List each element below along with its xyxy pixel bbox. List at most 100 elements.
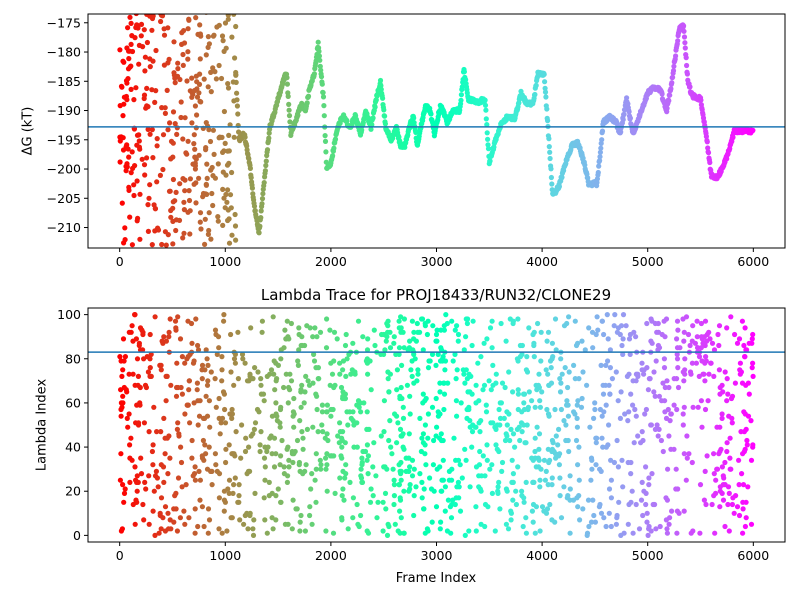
data-point xyxy=(170,140,176,146)
data-point xyxy=(226,132,232,138)
data-point xyxy=(156,530,162,536)
data-point xyxy=(437,411,443,417)
data-point xyxy=(510,320,516,327)
data-point xyxy=(424,331,430,338)
data-point xyxy=(397,426,404,432)
data-point xyxy=(705,150,712,156)
data-point xyxy=(670,74,676,80)
data-point xyxy=(305,93,312,99)
data-point xyxy=(351,422,357,428)
data-point xyxy=(288,320,294,327)
data-point xyxy=(481,340,487,346)
data-point xyxy=(225,187,231,193)
data-point xyxy=(477,429,483,435)
lambda-ylabel: Lambda Index xyxy=(35,379,50,472)
data-point xyxy=(211,151,217,157)
data-point xyxy=(206,517,213,523)
data-point xyxy=(591,415,597,421)
data-point xyxy=(323,455,329,461)
data-point xyxy=(405,347,411,353)
data-point xyxy=(659,398,665,404)
data-point xyxy=(737,367,743,373)
data-point xyxy=(257,442,263,448)
data-point xyxy=(350,340,356,346)
data-point xyxy=(544,506,551,512)
data-point xyxy=(485,136,491,142)
data-point xyxy=(340,367,346,373)
data-point xyxy=(250,526,256,532)
data-point xyxy=(645,387,652,393)
data-point xyxy=(430,462,436,468)
data-point xyxy=(186,197,193,204)
data-point xyxy=(577,517,583,523)
data-point xyxy=(705,145,711,151)
data-point xyxy=(626,109,632,115)
data-point xyxy=(586,325,592,331)
data-point xyxy=(274,418,280,424)
data-point xyxy=(208,89,214,95)
y-tick-label: −200 xyxy=(47,162,81,177)
data-point xyxy=(248,433,254,439)
y-tick-label: 40 xyxy=(65,440,81,455)
data-point xyxy=(738,429,744,435)
data-point xyxy=(739,380,746,386)
data-point xyxy=(224,528,230,534)
data-point xyxy=(233,79,239,85)
lambda-points xyxy=(117,312,756,539)
data-point xyxy=(615,464,622,470)
data-point xyxy=(674,508,681,514)
data-point xyxy=(744,442,750,448)
data-point xyxy=(187,88,193,94)
data-point xyxy=(428,486,435,492)
data-point xyxy=(307,325,313,331)
data-point xyxy=(331,358,337,364)
data-point xyxy=(212,327,219,333)
data-point xyxy=(163,398,169,404)
data-point xyxy=(134,22,140,28)
data-point xyxy=(701,340,707,346)
data-point xyxy=(199,367,205,373)
data-point xyxy=(716,342,722,349)
data-point xyxy=(329,453,335,459)
data-point xyxy=(547,149,553,155)
data-point xyxy=(473,504,479,510)
data-point xyxy=(233,72,239,78)
data-point xyxy=(620,117,626,123)
data-point xyxy=(212,376,218,382)
data-point xyxy=(132,521,138,527)
data-point xyxy=(515,387,521,393)
data-point xyxy=(598,362,604,368)
data-point xyxy=(232,223,239,229)
data-point xyxy=(443,312,449,318)
data-point xyxy=(599,128,606,134)
data-point xyxy=(147,356,153,362)
data-point xyxy=(221,318,227,324)
data-point xyxy=(523,479,529,485)
data-point xyxy=(488,387,494,393)
data-point xyxy=(290,497,296,503)
y-tick-label: 80 xyxy=(65,351,81,366)
data-point xyxy=(205,378,211,384)
data-point xyxy=(286,457,292,463)
data-point xyxy=(158,18,164,25)
data-point xyxy=(397,495,403,501)
data-point xyxy=(406,431,412,437)
data-point xyxy=(750,127,756,133)
data-point xyxy=(223,191,229,198)
data-point xyxy=(690,323,696,329)
data-point xyxy=(372,104,378,110)
data-point xyxy=(437,389,443,395)
data-point xyxy=(401,316,407,322)
data-point xyxy=(695,345,701,351)
data-point xyxy=(223,172,229,178)
data-point xyxy=(724,448,730,455)
data-point xyxy=(141,162,148,168)
data-point xyxy=(597,158,603,164)
data-point xyxy=(651,389,657,395)
y-tick-label: 20 xyxy=(65,484,81,499)
data-point xyxy=(395,420,401,426)
data-point xyxy=(579,395,585,402)
data-point xyxy=(215,218,221,224)
data-point xyxy=(166,188,173,194)
data-point xyxy=(295,112,301,118)
